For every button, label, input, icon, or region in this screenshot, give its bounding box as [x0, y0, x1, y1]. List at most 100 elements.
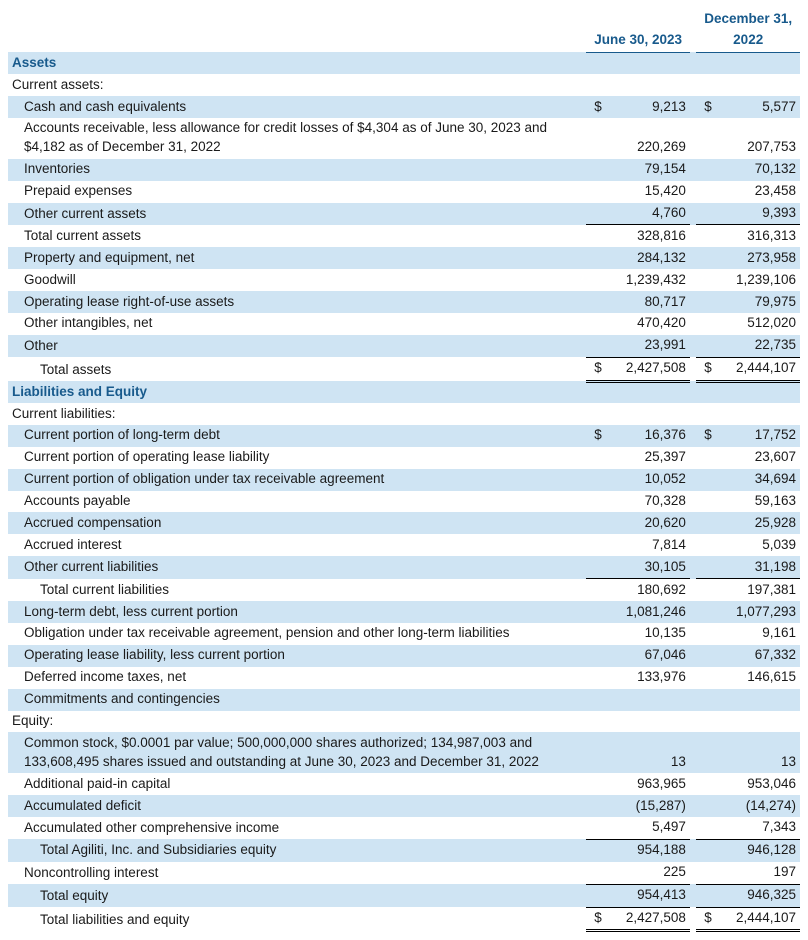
- row-label: Long-term debt, less current portion: [8, 601, 586, 623]
- table-row: Accrued interest7,8145,039: [8, 534, 800, 556]
- value-prior: [716, 689, 800, 711]
- value-current: 220,269: [606, 118, 690, 159]
- value-prior: 5,577: [716, 96, 800, 118]
- value-current: 470,420: [606, 313, 690, 335]
- value-current: 13: [606, 732, 690, 773]
- table-row: Current portion of operating lease liabi…: [8, 447, 800, 469]
- currency-symbol: [696, 52, 715, 74]
- value-current: 225: [606, 862, 690, 884]
- value-current: 328,816: [606, 225, 690, 247]
- balance-sheet-table: December 31, June 30, 2023 2022 AssetsCu…: [8, 8, 800, 932]
- value-current: [606, 403, 690, 425]
- value-current: 284,132: [606, 247, 690, 269]
- value-prior: 31,198: [716, 556, 800, 578]
- table-row: Prepaid expenses15,42023,458: [8, 181, 800, 203]
- row-label: Noncontrolling interest: [8, 862, 586, 884]
- row-label: Obligation under tax receivable agreemen…: [8, 623, 586, 645]
- row-label: Total current liabilities: [8, 579, 586, 601]
- currency-symbol: [586, 623, 605, 645]
- currency-symbol: [586, 291, 605, 313]
- value-prior: 9,161: [716, 623, 800, 645]
- currency-symbol: $: [586, 357, 605, 381]
- row-label: Property and equipment, net: [8, 247, 586, 269]
- table-row: Goodwill1,239,4321,239,106: [8, 269, 800, 291]
- currency-symbol: [696, 335, 715, 357]
- value-prior: 9,393: [716, 203, 800, 225]
- value-prior: [716, 52, 800, 74]
- currency-symbol: [696, 118, 715, 159]
- table-row: Total assets$2,427,508$2,444,107: [8, 357, 800, 381]
- row-label: Current portion of operating lease liabi…: [8, 447, 586, 469]
- value-current: 80,717: [606, 291, 690, 313]
- row-label: Current portion of obligation under tax …: [8, 469, 586, 491]
- row-label: Commitments and contingencies: [8, 689, 586, 711]
- currency-symbol: [586, 491, 605, 513]
- currency-symbol: [696, 534, 715, 556]
- row-label: Other intangibles, net: [8, 313, 586, 335]
- currency-symbol: [696, 645, 715, 667]
- value-current: (15,287): [606, 795, 690, 817]
- currency-symbol: [696, 884, 715, 907]
- currency-symbol: [696, 469, 715, 491]
- table-row: Operating lease right-of-use assets 80,71…: [8, 291, 800, 313]
- value-prior: [716, 74, 800, 96]
- value-current: [606, 52, 690, 74]
- col-left: June 30, 2023: [586, 30, 690, 52]
- currency-symbol: [586, 313, 605, 335]
- value-current: 10,052: [606, 469, 690, 491]
- table-row: Total liabilities and equity$2,427,508$2…: [8, 907, 800, 931]
- table-row: Accounts payable70,32859,163: [8, 491, 800, 513]
- value-prior: 946,325: [716, 884, 800, 907]
- value-current: 5,497: [606, 817, 690, 839]
- currency-symbol: [586, 839, 605, 861]
- currency-symbol: [696, 403, 715, 425]
- table-row: Long-term debt, less current portion1,08…: [8, 601, 800, 623]
- currency-symbol: [586, 645, 605, 667]
- currency-symbol: [586, 181, 605, 203]
- currency-symbol: [586, 52, 605, 74]
- value-prior: 953,046: [716, 773, 800, 795]
- value-prior: [716, 403, 800, 425]
- value-prior: 5,039: [716, 534, 800, 556]
- currency-symbol: [586, 74, 605, 96]
- currency-symbol: [586, 447, 605, 469]
- row-label: Common stock, $0.0001 par value; 500,000…: [8, 732, 586, 773]
- currency-symbol: [696, 203, 715, 225]
- value-prior: 1,077,293: [716, 601, 800, 623]
- currency-symbol: [586, 601, 605, 623]
- table-row: Additional paid-in capital963,965953,046: [8, 773, 800, 795]
- currency-symbol: [696, 269, 715, 291]
- table-row: Operating lease liability, less current …: [8, 645, 800, 667]
- currency-symbol: [696, 512, 715, 534]
- value-current: 67,046: [606, 645, 690, 667]
- value-current: [606, 689, 690, 711]
- table-row: Total current liabilities180,692197,381: [8, 579, 800, 601]
- currency-symbol: [586, 884, 605, 907]
- row-label: Additional paid-in capital: [8, 773, 586, 795]
- currency-symbol: [586, 795, 605, 817]
- value-current: 70,328: [606, 491, 690, 513]
- value-prior: 207,753: [716, 118, 800, 159]
- value-prior: 2,444,107: [716, 907, 800, 931]
- value-current: 954,413: [606, 884, 690, 907]
- value-prior: 1,239,106: [716, 269, 800, 291]
- value-current: 79,154: [606, 159, 690, 181]
- table-row: Other23,99122,735: [8, 335, 800, 357]
- currency-symbol: $: [696, 357, 715, 381]
- value-prior: 197,381: [716, 579, 800, 601]
- table-row: Current assets:: [8, 74, 800, 96]
- currency-symbol: [586, 862, 605, 884]
- currency-symbol: [586, 269, 605, 291]
- value-prior: 70,132: [716, 159, 800, 181]
- table-row: Total Agiliti, Inc. and Subsidiaries equ…: [8, 839, 800, 861]
- currency-symbol: [696, 711, 715, 733]
- value-prior: [716, 381, 800, 403]
- row-label: Operating lease right-of-use assets: [8, 291, 586, 313]
- currency-symbol: $: [696, 96, 715, 118]
- row-label: Current portion of long-term debt: [8, 425, 586, 447]
- value-prior: (14,274): [716, 795, 800, 817]
- table-row: Current portion of obligation under tax …: [8, 469, 800, 491]
- currency-symbol: [586, 225, 605, 247]
- table-row: Inventories79,15470,132: [8, 159, 800, 181]
- row-label: Accrued compensation: [8, 512, 586, 534]
